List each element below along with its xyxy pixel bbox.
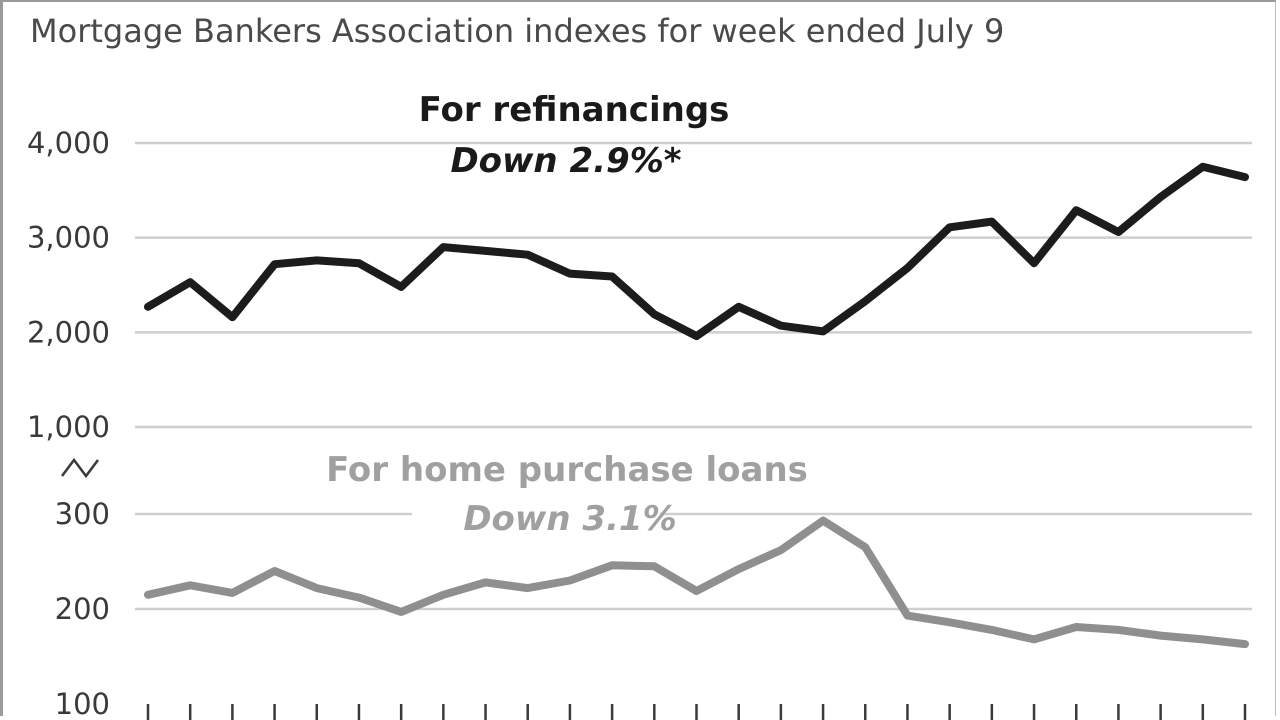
purchase-change: Down 3.1% — [463, 499, 676, 539]
y-tick-label-home-purchase-2: 300 — [55, 497, 110, 531]
axis-break-symbol — [61, 457, 99, 479]
purchase-label-background — [412, 498, 660, 544]
refinancings-change: Down 2.9%* — [450, 141, 681, 181]
y-tick-label-refinancings-3: 4,000 — [27, 126, 110, 160]
y-tick-label-refinancings-0: 1,000 — [27, 410, 110, 444]
refinancings-label: For refinancings — [419, 90, 730, 130]
refinancings-label-group: For refinancings Down 2.9%* — [419, 90, 730, 181]
y-axis-ticks: 1,000 2,000 3,000 4,000 100 200 300 — [27, 126, 110, 720]
series-line-home-purchase — [144, 516, 1249, 649]
y-tick-label-refinancings-2: 3,000 — [27, 221, 110, 255]
series-line-refinancings — [144, 162, 1249, 341]
y-tick-label-home-purchase-1: 200 — [55, 592, 110, 626]
y-tick-label-home-purchase-0: 100 — [55, 687, 110, 720]
purchase-label: For home purchase loans — [326, 450, 808, 490]
series-lines — [144, 162, 1249, 649]
x-axis-ticks — [146, 704, 1247, 720]
chart-title: Mortgage Bankers Association indexes for… — [30, 12, 1004, 50]
purchase-label-group: For home purchase loans Down 3.1% — [326, 450, 808, 544]
y-tick-label-refinancings-1: 2,000 — [27, 315, 110, 349]
